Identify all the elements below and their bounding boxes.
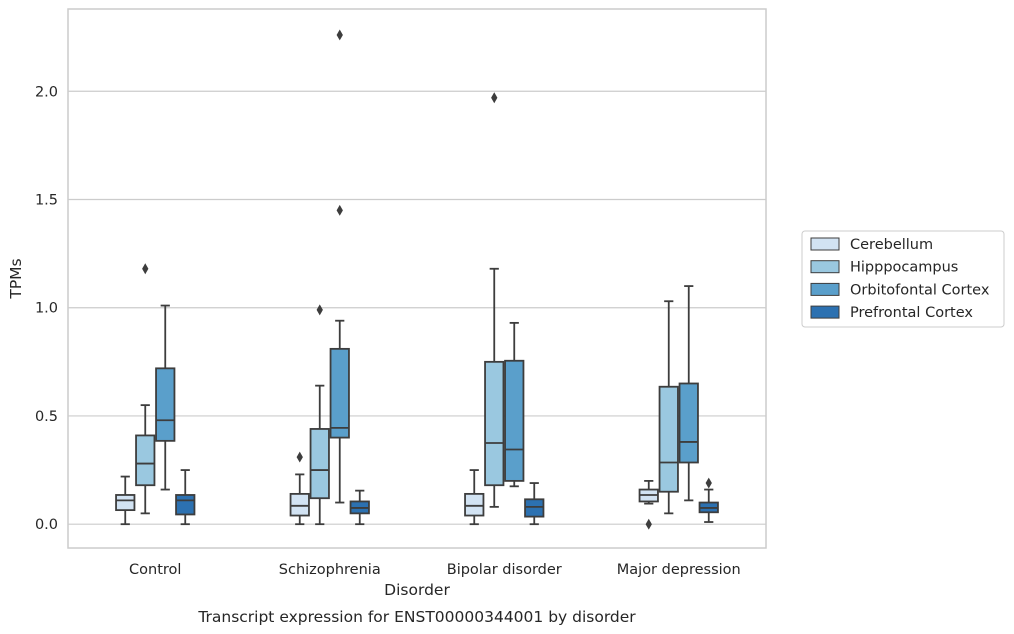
legend-swatch xyxy=(810,260,840,274)
y-axis-label: TPMs xyxy=(7,258,25,299)
figure-caption: Transcript expression for ENST0000034400… xyxy=(197,608,636,626)
y-tick-label: 1.5 xyxy=(35,192,58,208)
legend-frame xyxy=(801,230,1005,328)
outlier-point xyxy=(645,518,652,530)
legend-item: Hipppocampus xyxy=(810,260,958,276)
box-iqr xyxy=(135,434,156,487)
legend-swatch xyxy=(810,282,840,296)
legend-swatch xyxy=(810,305,840,319)
box-cerebellum xyxy=(464,469,485,526)
box-iqr xyxy=(329,347,350,439)
x-tick-label: Bipolar disorder xyxy=(447,562,562,578)
box-orbitofontal-cortex xyxy=(329,29,350,504)
legend-label: Prefrontal Cortex xyxy=(850,305,973,321)
box-orbitofontal-cortex xyxy=(504,321,525,488)
outlier-point xyxy=(336,204,343,216)
box-iqr xyxy=(504,359,525,482)
legend-item: Cerebellum xyxy=(810,237,933,253)
legend-item: Orbitofontal Cortex xyxy=(810,282,990,298)
box-iqr xyxy=(658,385,679,493)
x-tick-labels: Control Schizophrenia Bipolar disorder Majo… xyxy=(129,562,741,578)
legend-label: Orbitofontal Cortex xyxy=(850,282,990,298)
box-iqr xyxy=(115,494,136,512)
box-hipppocampus xyxy=(135,263,156,515)
legend-label: Hipppocampus xyxy=(850,260,958,276)
box-iqr xyxy=(678,382,699,464)
y-tick-label: 1.0 xyxy=(35,301,58,317)
y-tick-label: 0.0 xyxy=(35,517,58,533)
box-hipppocampus xyxy=(309,304,330,526)
box-iqr xyxy=(175,494,196,516)
outlier-point xyxy=(316,304,323,316)
box-orbitofontal-cortex xyxy=(155,304,176,491)
box-iqr xyxy=(309,428,330,500)
legend: Cerebellum Hipppocampus Orbitofontal Corte… xyxy=(801,230,1005,328)
box-cerebellum xyxy=(289,451,310,526)
legend-swatch xyxy=(810,237,840,251)
box-cerebellum xyxy=(115,475,136,526)
outlier-point xyxy=(296,451,303,463)
y-tick-label: 0.5 xyxy=(35,409,58,425)
plot-boxes xyxy=(115,29,719,530)
box-prefrontal-cortex xyxy=(175,469,196,526)
x-tick-label: Control xyxy=(129,562,181,578)
box-iqr xyxy=(524,498,545,518)
box-orbitofontal-cortex xyxy=(678,285,699,502)
box-cerebellum xyxy=(638,479,659,530)
x-axis-label: Disorder xyxy=(384,581,450,599)
box-iqr xyxy=(464,492,485,517)
y-tick-label: 2.0 xyxy=(35,84,58,100)
y-tick-labels: 0.0 0.5 1.0 1.5 2.0 xyxy=(35,84,58,533)
box-iqr xyxy=(155,367,176,442)
outlier-point xyxy=(705,477,712,489)
x-tick-label: Schizophrenia xyxy=(279,562,381,578)
box-iqr xyxy=(289,492,310,517)
outlier-point xyxy=(336,29,343,41)
box-iqr xyxy=(484,360,505,487)
plot-frame xyxy=(67,8,767,549)
outlier-point xyxy=(491,92,498,104)
box-prefrontal-cortex xyxy=(698,477,719,523)
outlier-point xyxy=(142,263,149,275)
box-hipppocampus xyxy=(658,300,679,515)
box-hipppocampus xyxy=(484,92,505,508)
x-tick-label: Major depression xyxy=(617,562,741,578)
legend-label: Cerebellum xyxy=(850,237,933,253)
legend-item: Prefrontal Cortex xyxy=(810,305,973,321)
box-prefrontal-cortex xyxy=(524,482,545,526)
box-prefrontal-cortex xyxy=(349,489,370,526)
